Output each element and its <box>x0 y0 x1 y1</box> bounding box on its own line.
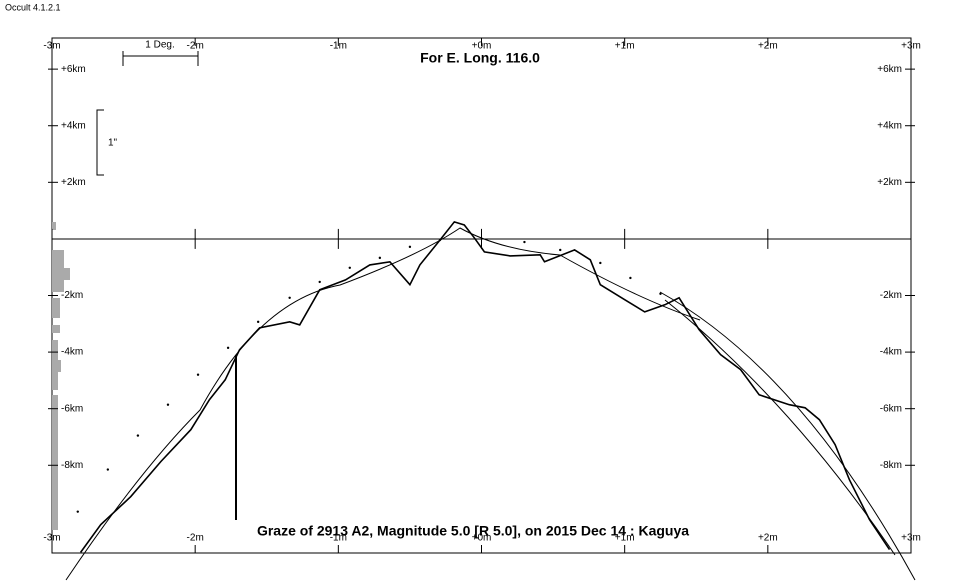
limb-dot <box>599 261 602 265</box>
hist-bar <box>52 395 58 530</box>
limb-dot <box>348 266 351 269</box>
y-tick-label: -4km <box>61 347 83 358</box>
limb-dot <box>378 256 382 260</box>
y-tick-label: -6km <box>880 403 902 414</box>
chart-title: For E. Long. 116.0 <box>420 50 540 66</box>
x-tick-label: +3m <box>901 41 921 52</box>
x-tick-label: +1m <box>615 533 635 544</box>
hist-bar <box>52 268 70 280</box>
y-tick-label: -2km <box>880 290 902 301</box>
arcsec-scale-bar <box>96 109 104 176</box>
limb-profile <box>79 220 891 553</box>
limit-curve <box>664 299 896 556</box>
x-tick-label: +0m <box>472 41 492 52</box>
smoothed-profile <box>65 227 701 581</box>
limb-dot <box>523 240 526 244</box>
histogram <box>52 222 70 530</box>
x-tick-label: -2m <box>187 41 204 52</box>
y-tick-label: +2km <box>877 177 902 188</box>
x-tick-label: -1m <box>330 41 347 52</box>
arcsec-scale-label: 1" <box>108 138 118 149</box>
limb-dot <box>659 292 662 296</box>
x-tick-label: -1m <box>330 533 347 544</box>
limb-dot <box>438 238 442 242</box>
y-tick-label: +4km <box>61 120 86 131</box>
x-tick-label: +0m <box>472 533 492 544</box>
limb-dot <box>629 276 632 280</box>
limb-dot <box>76 510 79 513</box>
y-tick-label: +6km <box>877 64 902 75</box>
hist-bar <box>52 325 60 333</box>
limb-dot <box>408 245 412 249</box>
x-tick-label: +1m <box>615 41 635 52</box>
y-tick-label: -4km <box>880 347 902 358</box>
limb-dot <box>288 296 291 299</box>
deg-scale-label: 1 Deg. <box>145 40 174 51</box>
limb-dot <box>166 403 170 406</box>
hist-bar <box>52 298 60 318</box>
limb-dot <box>106 468 110 471</box>
x-tick-label: +3m <box>901 533 921 544</box>
limb-dot <box>256 320 260 324</box>
y-tick-label: -8km <box>880 460 902 471</box>
x-tick-label: -3m <box>43 41 60 52</box>
limb-dot <box>136 434 140 437</box>
limit-curve <box>659 291 916 581</box>
chart-footer: Graze of 2913 A2, Magnitude 5.0 [R 5.0],… <box>257 523 689 539</box>
hist-bar <box>52 360 61 372</box>
limb-dot <box>196 373 200 376</box>
y-tick-label: +2km <box>61 177 86 188</box>
app-label: Occult 4.1.2.1 <box>5 2 61 12</box>
y-tick-label: -6km <box>61 403 83 414</box>
y-tick-label: +4km <box>877 120 902 131</box>
y-tick-label: -2km <box>61 290 83 301</box>
x-tick-label: -2m <box>187 533 204 544</box>
y-tick-label: +6km <box>61 64 86 75</box>
y-tick-label: -8km <box>61 460 83 471</box>
x-tick-label: +2m <box>758 41 778 52</box>
plot-frame <box>51 37 912 554</box>
limb-dot <box>318 280 321 284</box>
limb-dot <box>226 346 230 350</box>
hist-bar <box>52 222 56 230</box>
x-tick-label: -3m <box>43 533 60 544</box>
limb-dot <box>559 248 562 252</box>
x-tick-label: +2m <box>758 533 778 544</box>
